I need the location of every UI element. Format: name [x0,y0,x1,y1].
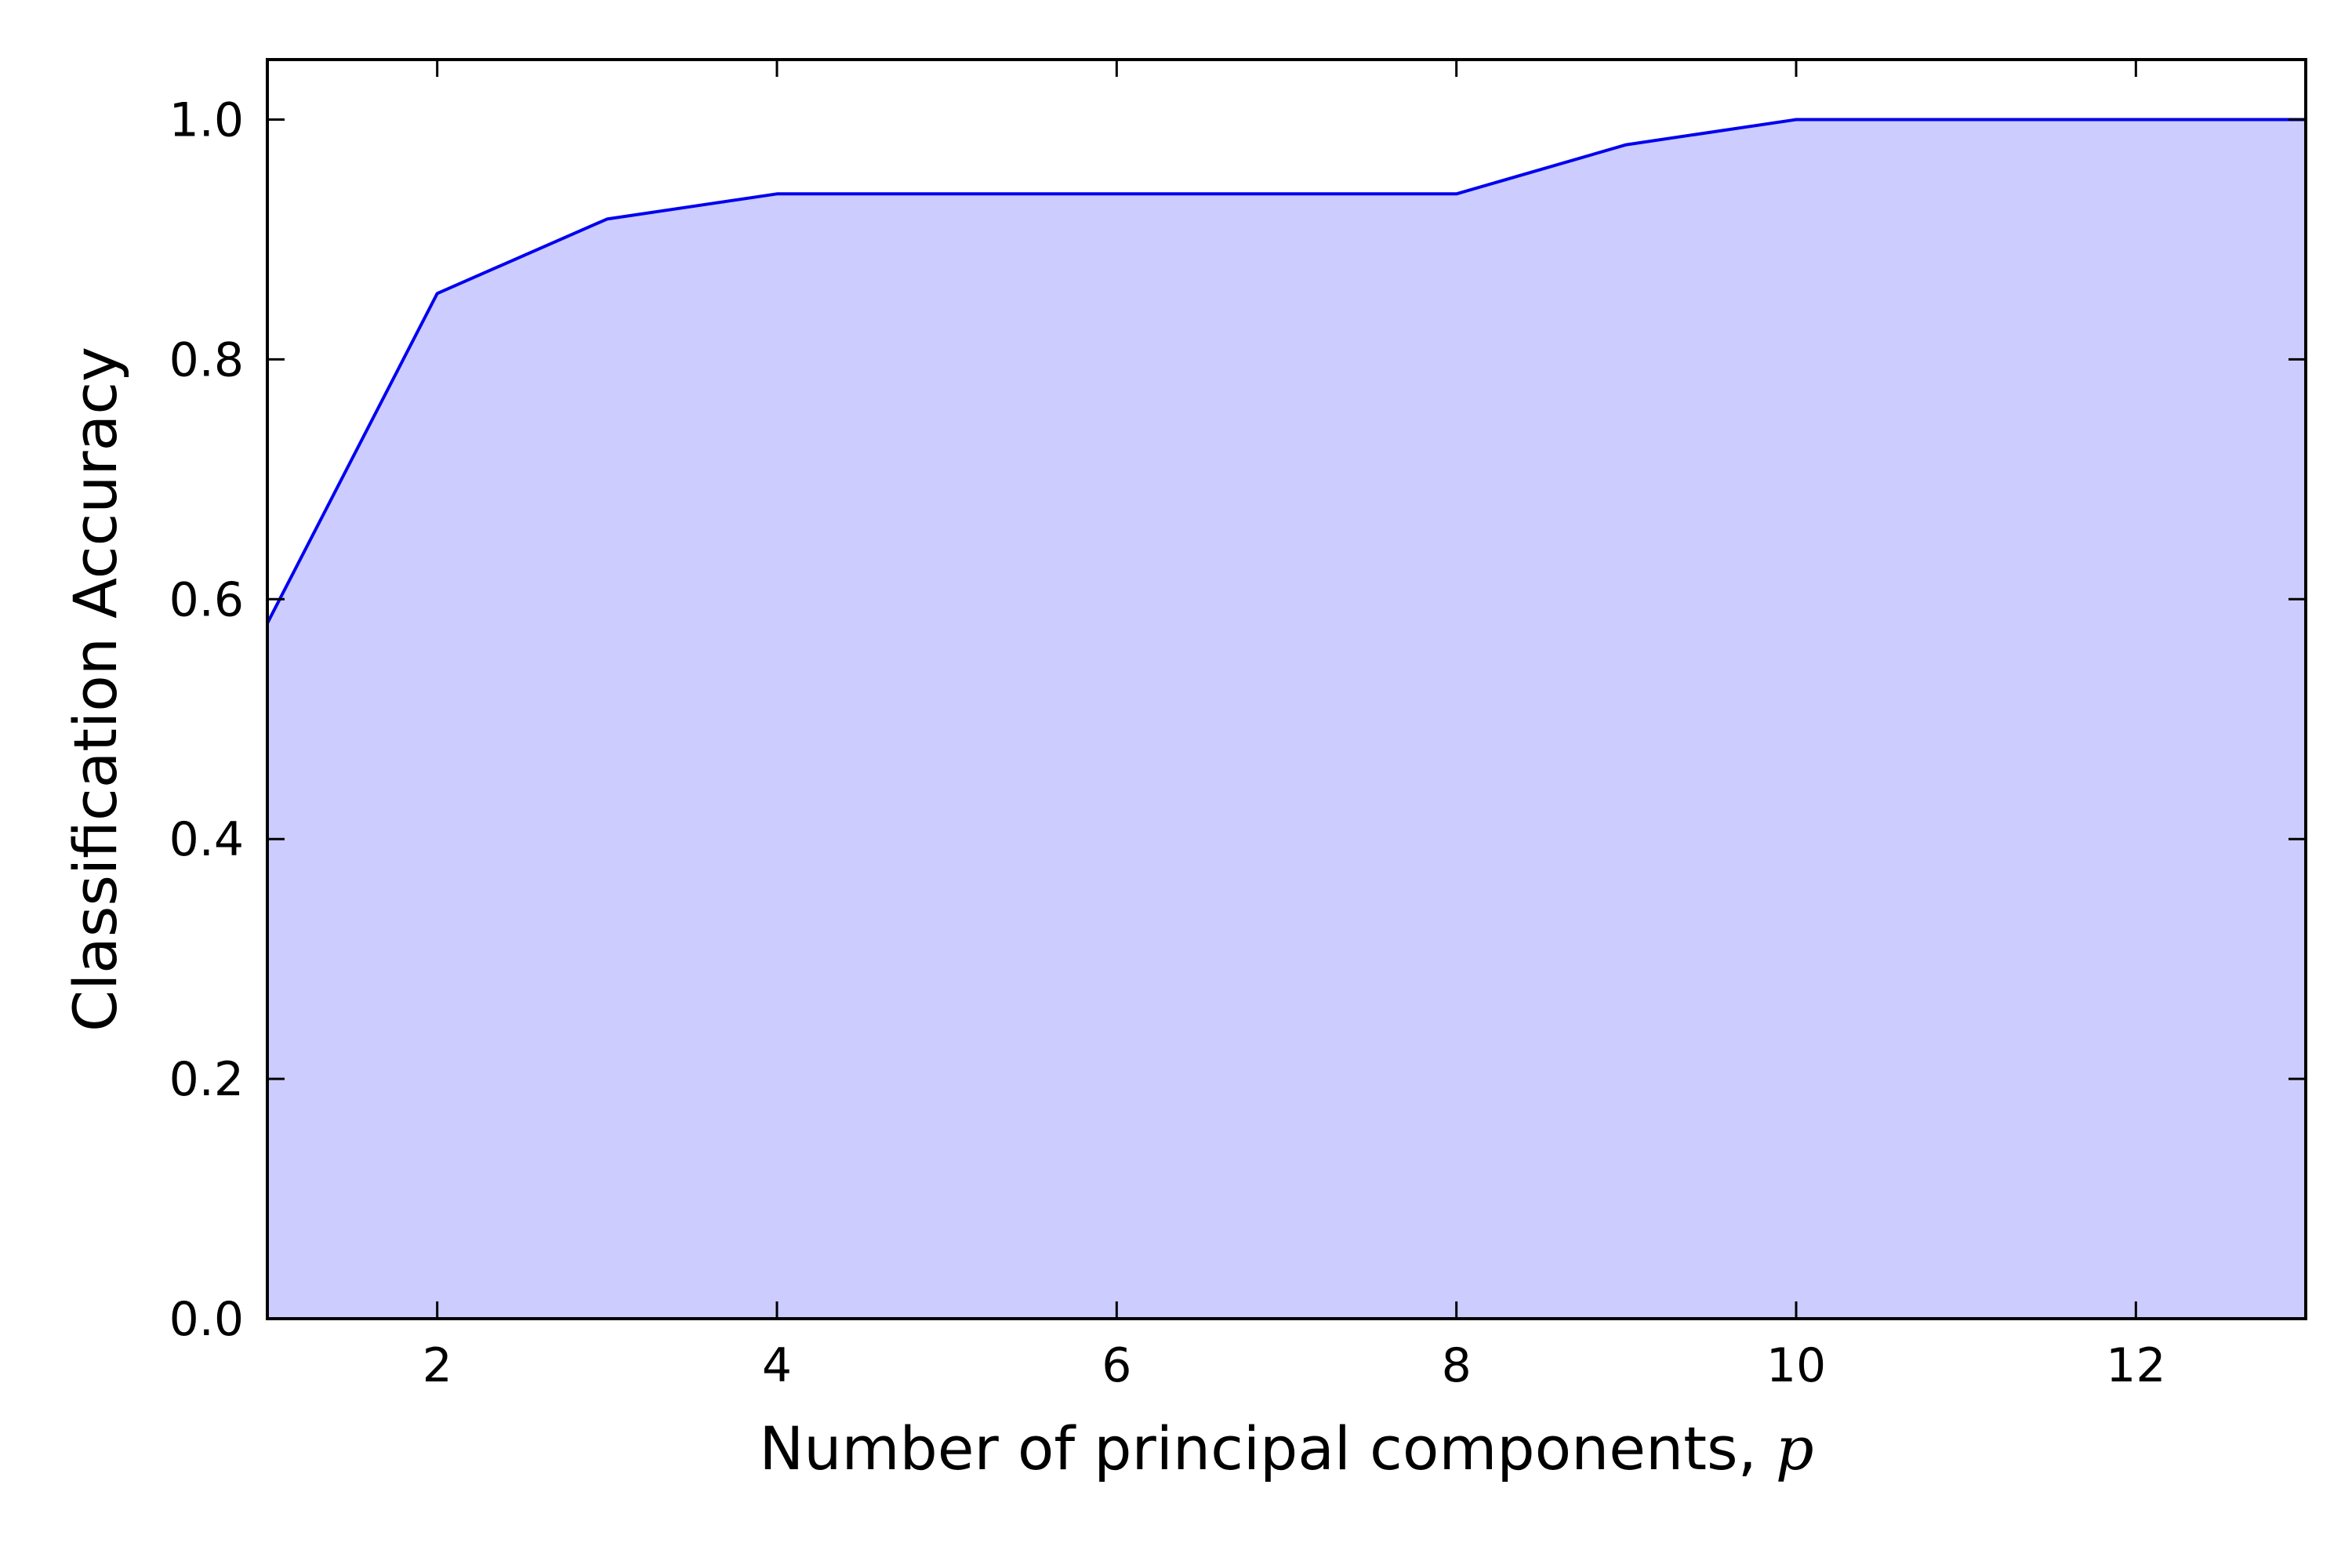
label-layer: 2 4 6 8 10 12 0.0 0.2 0.4 0.6 0.8 1.0 [169,93,2166,1393]
x-tick-label: 6 [1102,1338,1131,1393]
x-tick-label: 4 [762,1338,792,1393]
x-axis-label: Number of principal components, p [759,1414,1813,1483]
y-tick-label: 0.6 [169,572,244,627]
y-tick-label: 0.8 [169,332,244,387]
series-line-0 [266,118,2306,624]
y-tick-label: 1.0 [169,93,244,147]
plot-frame [266,58,2307,1320]
x-tick-label: 2 [423,1338,452,1393]
area-layer [267,119,2306,1319]
x-axis-label-variable: p [1776,1414,1814,1483]
line-layer [266,118,2306,624]
x-tick-label: 10 [1766,1338,1826,1393]
x-tick-label: 12 [2106,1338,2165,1393]
y-tick-label: 0.0 [169,1292,244,1347]
y-tick-label: 0.4 [169,812,244,867]
x-tick-label: 8 [1442,1338,1472,1393]
y-axis-label: Classification Accuracy [60,347,130,1032]
area-fill-0 [267,119,2306,1319]
y-tick-label: 0.2 [169,1052,244,1107]
